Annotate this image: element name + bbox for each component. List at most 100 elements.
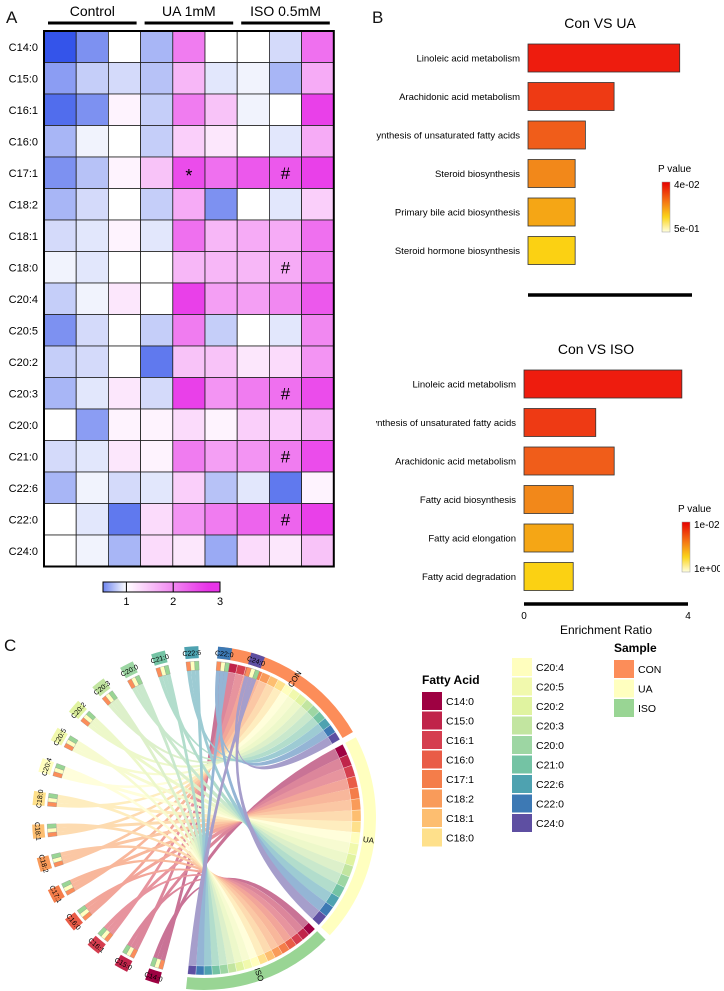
heatmap-cell <box>75 377 109 410</box>
heatmap-cell <box>172 503 206 536</box>
legend-fatty-acid-label: C20:4 <box>536 662 564 674</box>
chord-link <box>107 702 308 764</box>
legend-sample-swatch <box>614 699 634 717</box>
heatmap-row-label: C22:6 <box>9 483 38 495</box>
heatmap-cell <box>108 377 142 410</box>
legend-sample-label: ISO <box>638 703 656 715</box>
fatty-acid-outer-arc <box>114 954 133 972</box>
heatmap-cell <box>204 219 238 252</box>
heatmap-row-label: C22:0 <box>9 514 38 526</box>
fatty-acid-ring-segment <box>85 710 96 721</box>
heatmap-cell <box>236 62 270 95</box>
enrichment-bar <box>523 369 683 399</box>
heatmap-cell <box>172 282 206 315</box>
heatmap-cell <box>236 93 270 126</box>
legend-sample-label: CON <box>638 664 661 676</box>
heatmap-cell <box>204 377 238 410</box>
pathway-label: Linoleic acid metabolism <box>417 54 521 65</box>
heatmap-cell <box>140 30 174 63</box>
heatmap-cell <box>236 125 270 158</box>
heatmap-cell <box>268 30 302 63</box>
heatmap-cell <box>75 93 109 126</box>
chord-link <box>188 678 257 966</box>
sample-outer-arc <box>186 931 326 990</box>
legend-sample-title: Sample <box>614 641 657 655</box>
sample-ring-segment <box>350 798 361 811</box>
fatty-acid-outer-arc <box>151 650 168 666</box>
heatmap-cell <box>140 534 174 567</box>
heatmap-cell <box>301 93 335 126</box>
heatmap-cell <box>268 62 302 95</box>
legend-fatty-acid-label: C15:0 <box>446 716 474 728</box>
fatty-acid-outer-arc <box>36 855 53 872</box>
heatmap-cell <box>301 503 335 536</box>
legend-fatty-acid-label: C16:1 <box>446 735 474 747</box>
heatmap-cell <box>268 93 302 126</box>
sample-ring-segment <box>226 962 237 974</box>
heatmap-cell <box>43 314 77 347</box>
heatmap-cell <box>108 314 142 347</box>
heatmap-cell <box>204 314 238 347</box>
sample-ring-segment <box>195 965 205 976</box>
heatmap-cell <box>140 377 174 410</box>
legend-fatty-acid-label: C18:2 <box>446 794 474 806</box>
legend-sample-label: UA <box>638 684 653 696</box>
heatmap-cell <box>108 188 142 221</box>
heatmap-cell <box>172 345 206 378</box>
fatty-acid-outer-arc <box>50 727 68 746</box>
heatmap-cell <box>75 188 109 221</box>
fatty-acid-outer-arc <box>92 678 111 697</box>
fatty-acid-ring-segment <box>97 926 108 937</box>
fatty-acid-ring-segment <box>190 661 196 671</box>
heatmap-cell <box>172 471 206 504</box>
sample-ring-segment <box>219 964 229 975</box>
heatmap-cell <box>140 345 174 378</box>
heatmap-cell <box>268 503 302 536</box>
heatmap-cell <box>301 314 335 347</box>
fatty-acid-ring-segment <box>48 793 59 799</box>
heatmap-cell <box>268 314 302 347</box>
heatmap-cell <box>268 219 302 252</box>
legend-fatty-acid-label: C20:2 <box>536 701 564 713</box>
sample-ring-segment <box>348 787 360 800</box>
heatmap-cell <box>43 440 77 473</box>
fatty-acid-ring-segment <box>252 669 260 680</box>
fatty-acid-outer-arc <box>145 968 162 984</box>
heatmap-cell <box>75 345 109 378</box>
significance-mark: * <box>185 166 192 186</box>
legend-fatty-acid-swatch <box>512 697 532 715</box>
heatmap-cell <box>301 471 335 504</box>
pvalue-legend-top: 1e-02 <box>694 520 720 531</box>
heatmap-cell <box>204 188 238 221</box>
heatmap-cell <box>301 188 335 221</box>
heatmap-cell <box>108 408 142 441</box>
legend-fatty-acid-swatch <box>422 750 442 769</box>
fatty-acid-ring-segment <box>61 879 72 888</box>
heatmap-cell <box>301 408 335 441</box>
sample-ring-segment <box>327 731 341 745</box>
legend-fatty-acid-swatch <box>512 658 532 676</box>
legend-fatty-acid-label: C14:0 <box>446 696 474 708</box>
heatmap-cell <box>43 534 77 567</box>
significance-mark: # <box>281 510 291 529</box>
heatmap-cell <box>140 282 174 315</box>
heatmap-cell <box>236 251 270 284</box>
heatmap-cell <box>108 534 142 567</box>
sample-ring-segment <box>312 910 327 926</box>
heatmap-cell <box>140 408 174 441</box>
fatty-acid-ring-segment <box>108 690 118 701</box>
fatty-acid-ring-segment <box>76 904 88 915</box>
legend-fatty-acid-label: C21:0 <box>536 760 564 772</box>
heatmap-cell <box>204 440 238 473</box>
chord-link <box>56 823 272 954</box>
heatmap-cell <box>43 125 77 158</box>
heatmap-cell <box>268 282 302 315</box>
pvalue-legend-bar <box>661 181 671 233</box>
heatmap-cell <box>236 471 270 504</box>
pathway-label: Fatty acid degradation <box>422 572 516 583</box>
chord-link <box>195 670 212 966</box>
legend-fatty-acid-label: C22:0 <box>536 799 564 811</box>
fatty-acid-heatmap: C14:0 C15:0 C16:1 C16:0 C17:1 C18:2 C18:1 C18:0… <box>9 3 335 608</box>
significance-mark: # <box>281 258 291 277</box>
pathway-label: Steroid hormone biosynthesis <box>395 246 520 257</box>
